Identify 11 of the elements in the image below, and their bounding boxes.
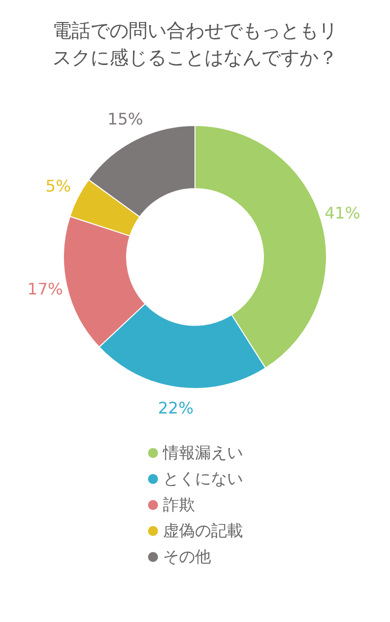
data-label: 5% (46, 176, 71, 196)
legend-label: 情報漏えい (163, 442, 243, 464)
legend-label: 虚偽の記載 (163, 520, 243, 542)
legend-label: 詐欺 (163, 494, 195, 516)
legend-label: とくにない (163, 468, 243, 490)
data-label: 17% (27, 280, 63, 299)
data-label: 41% (324, 203, 360, 222)
legend-label: その他 (163, 546, 211, 568)
chart-title: 電話での問い合わせでもっともリスクに感じることはなんですか？ (52, 19, 338, 71)
data-label: 22% (158, 398, 194, 418)
data-label: 15% (108, 109, 144, 128)
